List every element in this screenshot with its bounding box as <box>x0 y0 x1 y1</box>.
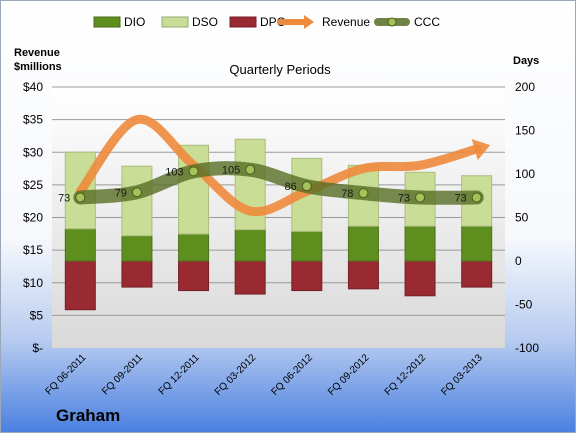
legend-label-dso: DSO <box>192 15 218 29</box>
chart-title: Quarterly Periods <box>229 62 331 77</box>
bar-dio <box>64 228 96 262</box>
ccc-data-label: 73 <box>58 192 70 204</box>
bar-dio <box>347 225 379 262</box>
left-tick-label: $25 <box>23 178 43 192</box>
ccc-data-label: 73 <box>398 192 410 204</box>
left-tick-label: $- <box>32 341 43 355</box>
ccc-marker <box>301 181 312 192</box>
right-tick-label: 50 <box>515 211 529 225</box>
legend-swatch-dso <box>161 16 189 28</box>
left-tick-label: $40 <box>23 80 43 94</box>
line-revenue <box>75 114 482 217</box>
legend-label-dpo: DPO <box>260 15 286 29</box>
ccc-data-label: 103 <box>165 166 183 178</box>
right-axis-title: Days <box>513 55 539 67</box>
ccc-marker <box>75 192 86 203</box>
legend-swatch-dio <box>93 16 121 28</box>
bar-dio <box>121 235 153 262</box>
legend-label-ccc: CCC <box>414 15 440 29</box>
left-axis-title: Revenue <box>14 47 60 59</box>
left-tick-label: $15 <box>23 243 43 257</box>
bar-dpo <box>64 260 96 311</box>
bar-dio <box>404 225 436 262</box>
left-tick-label: $35 <box>23 113 43 127</box>
bar-dpo <box>121 260 153 288</box>
ccc-data-label: 73 <box>454 192 466 204</box>
left-tick-label: $30 <box>23 145 43 159</box>
ccc-data-label: 79 <box>115 187 127 199</box>
right-tick-label: 150 <box>515 124 535 138</box>
company-name: Graham <box>56 406 120 425</box>
bar-dpo <box>234 260 266 295</box>
legend-arrowhead-revenue <box>304 15 314 29</box>
legend-label-dio: DIO <box>124 15 145 29</box>
ccc-marker <box>131 187 142 198</box>
right-tick-label: 200 <box>515 80 535 94</box>
ccc-marker <box>415 192 426 203</box>
ccc-marker <box>471 192 482 203</box>
ccc-data-label: 105 <box>222 165 240 177</box>
left-tick-label: $10 <box>23 276 43 290</box>
right-tick-label: -100 <box>515 341 539 355</box>
bar-dpo <box>347 260 379 290</box>
ccc-data-label: 86 <box>285 181 297 193</box>
left-tick-label: $5 <box>30 308 44 322</box>
right-tick-label: 0 <box>515 254 522 268</box>
legend-swatch-dpo <box>229 16 257 28</box>
bar-dpo <box>178 260 210 292</box>
left-axis-title-unit: $millions <box>14 61 62 73</box>
left-tick-label: $20 <box>23 211 43 225</box>
bar-dpo <box>461 260 493 288</box>
bar-dpo <box>291 260 323 292</box>
legend-marker-ccc <box>387 17 397 27</box>
ccc-marker <box>358 188 369 199</box>
bar-dpo <box>404 260 436 297</box>
bar-dio <box>178 233 210 262</box>
bar-dio <box>461 225 493 262</box>
legend-label-revenue: Revenue <box>322 15 370 29</box>
revenue-arrowhead <box>471 138 491 161</box>
bar-dio <box>291 230 323 262</box>
bar-dio <box>234 229 266 262</box>
ccc-marker <box>245 164 256 175</box>
ccc-marker <box>188 166 199 177</box>
right-tick-label: -50 <box>515 298 533 312</box>
ccc-data-label: 78 <box>341 188 353 200</box>
right-tick-label: 100 <box>515 167 535 181</box>
bar-dso <box>234 138 266 231</box>
